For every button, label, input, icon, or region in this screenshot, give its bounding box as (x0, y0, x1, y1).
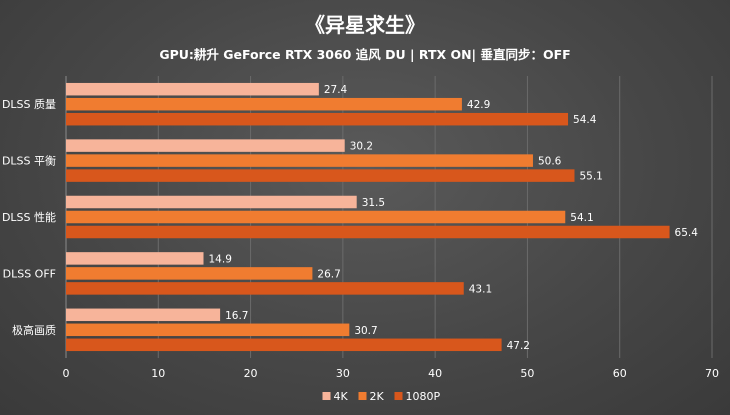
category-labels: DLSS 质量 DLSS 平衡 DLSS 性能 DLSS OFF 极高画质 (2, 98, 56, 337)
data-label: 16.7 (225, 310, 248, 322)
data-label: 54.1 (570, 212, 593, 224)
bar-4k (66, 252, 204, 265)
bar-1080p (66, 338, 502, 352)
legend: 4K 2K 1080P (322, 390, 441, 403)
data-label: 30.2 (350, 141, 373, 153)
x-tick-label: 50 (520, 367, 534, 380)
data-label: 55.1 (579, 171, 602, 183)
bar-1080p (66, 282, 464, 295)
data-label: 42.9 (467, 99, 490, 111)
legend-swatch (394, 392, 403, 400)
data-label: 27.4 (324, 84, 348, 96)
data-label: 43.1 (469, 283, 492, 295)
bar-2k (66, 210, 566, 224)
legend-label: 1080P (406, 390, 441, 403)
chart-title: 《异星求生》 (305, 13, 425, 37)
data-label: 30.7 (354, 325, 377, 337)
bar-4k (66, 82, 319, 96)
data-label: 26.7 (317, 268, 340, 280)
bar-2k (66, 323, 350, 337)
data-label: 50.6 (538, 156, 562, 168)
x-tick-label: 40 (428, 367, 442, 380)
bar-4k (66, 308, 221, 322)
legend-swatch (322, 392, 331, 400)
x-tick-label: 30 (336, 367, 350, 380)
bar-4k (66, 139, 345, 152)
legend-label: 4K (334, 390, 349, 403)
bar-1080p (66, 225, 670, 239)
x-tick-label: 10 (151, 367, 165, 380)
x-tick-label: 70 (705, 367, 719, 380)
category-label: 极高画质 (12, 323, 56, 337)
data-label: 47.2 (507, 340, 530, 352)
bar-1080p (66, 169, 575, 182)
category-label: DLSS 质量 (2, 98, 56, 111)
chart-subtitle: GPU:耕升 GeForce RTX 3060 追风 DU | RTX ON| … (159, 47, 570, 62)
x-tick-label: 0 (63, 367, 70, 380)
x-tick-label: 20 (244, 367, 258, 380)
bar-4k (66, 195, 357, 209)
x-tick-labels: 0 10 20 30 40 50 60 70 (63, 367, 720, 380)
legend-swatch (358, 392, 367, 400)
legend-label: 2K (370, 390, 385, 403)
category-label: DLSS OFF (3, 267, 56, 280)
bar-2k (66, 267, 313, 280)
data-labels: 27.4 42.9 54.4 30.2 50.6 55.1 31.5 54.1 65.4 14.9… (209, 84, 699, 352)
data-label: 65.4 (675, 227, 699, 239)
bars (66, 82, 670, 352)
data-label: 14.9 (209, 253, 232, 265)
data-label: 31.5 (362, 197, 385, 209)
bar-2k (66, 97, 462, 111)
category-label: DLSS 平衡 (2, 155, 56, 168)
category-label: DLSS 性能 (2, 210, 56, 224)
data-label: 54.4 (573, 114, 597, 126)
bar-2k (66, 154, 533, 167)
x-tick-label: 60 (613, 367, 627, 380)
bar-1080p (66, 112, 569, 126)
